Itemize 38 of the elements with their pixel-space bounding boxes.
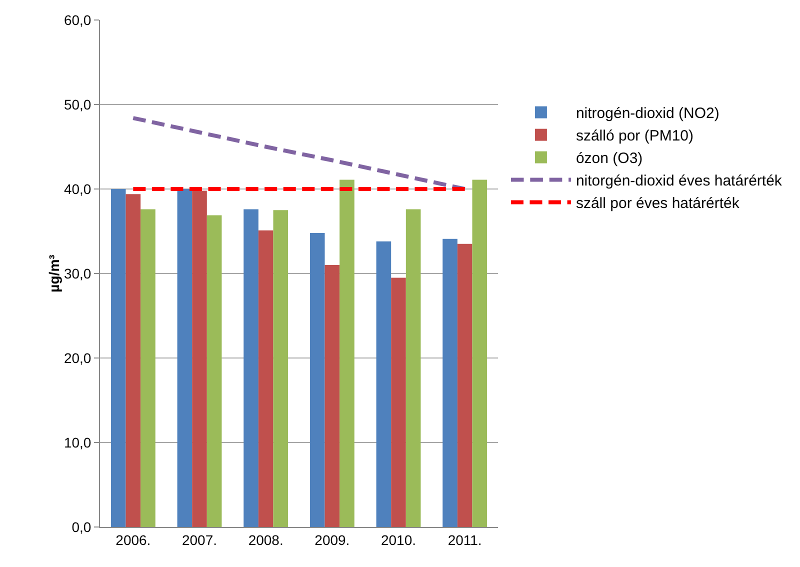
bar (244, 209, 258, 527)
bar (457, 244, 472, 527)
x-tick-label: 2010. (380, 532, 416, 548)
bar (177, 189, 192, 527)
bar (391, 278, 406, 527)
legend-label: nitrogén-dioxid (NO2) (576, 105, 720, 122)
bar (140, 209, 156, 527)
bar (126, 194, 141, 527)
bar (192, 190, 207, 527)
y-tick-label: 50,0 (64, 96, 92, 112)
bar (273, 210, 288, 527)
x-tick-label: 2011. (448, 532, 482, 548)
y-tick-label: 10,0 (64, 434, 92, 450)
bar (340, 180, 354, 527)
y-tick-label: 0,0 (72, 518, 92, 535)
bar (472, 180, 488, 527)
bar (376, 241, 392, 527)
y-tick-label: 20,0 (64, 350, 92, 366)
y-tick-label: 40,0 (64, 180, 92, 197)
legend-label: szálló por (PM10) (576, 128, 694, 145)
bar (442, 238, 458, 527)
legend-label: nitorgén-dioxid éves határérték (576, 172, 782, 190)
bar (406, 209, 421, 527)
y-axis-title: µg/m³ (46, 254, 62, 292)
y-tick-label: 60,0 (64, 12, 92, 28)
x-tick-label: 2007. (182, 532, 218, 548)
x-tick-label: 2006. (116, 532, 151, 548)
line-series (131, 116, 467, 191)
bar (110, 189, 126, 527)
bar (310, 232, 325, 527)
legend-label: ózon (O3) (576, 150, 643, 168)
bar (258, 230, 274, 527)
legend-label: száll por éves határérték (576, 195, 740, 212)
x-tick-label: 2008. (248, 532, 284, 548)
bar (324, 265, 340, 527)
x-tick-label: 2009. (314, 532, 350, 548)
bar (206, 215, 222, 527)
y-tick-label: 30,0 (64, 265, 92, 282)
